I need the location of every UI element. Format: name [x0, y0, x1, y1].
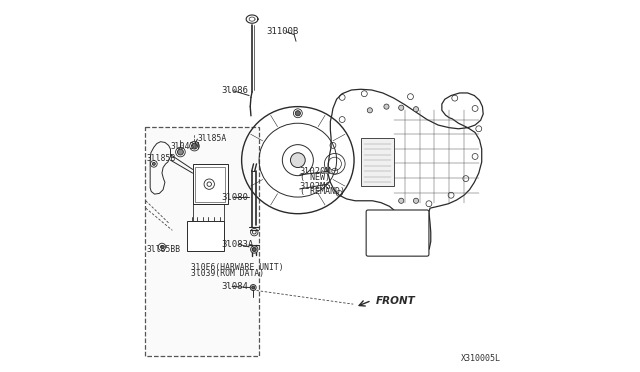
Circle shape — [413, 107, 419, 112]
Circle shape — [291, 153, 305, 167]
Circle shape — [161, 246, 163, 248]
Circle shape — [399, 105, 404, 110]
Text: 3l080: 3l080 — [221, 193, 248, 202]
Circle shape — [367, 108, 372, 113]
Text: 3ll85A: 3ll85A — [197, 134, 227, 142]
Text: 3ll85BB: 3ll85BB — [147, 245, 180, 254]
Circle shape — [191, 143, 197, 149]
Text: ( NEW): ( NEW) — [300, 173, 330, 182]
Text: X310005L: X310005L — [461, 354, 501, 363]
Text: FRONT: FRONT — [376, 296, 415, 306]
Circle shape — [399, 198, 404, 203]
Text: 3l083A: 3l083A — [221, 240, 253, 249]
Text: 3102MG: 3102MG — [300, 182, 331, 190]
Text: 31100B: 31100B — [266, 27, 299, 36]
Text: 3ll85B: 3ll85B — [147, 154, 176, 163]
Circle shape — [295, 111, 300, 116]
Text: 3l043M: 3l043M — [170, 142, 200, 151]
Bar — [145, 127, 259, 356]
FancyBboxPatch shape — [193, 164, 228, 205]
Circle shape — [252, 248, 256, 251]
Circle shape — [384, 104, 389, 109]
FancyBboxPatch shape — [195, 167, 225, 202]
Circle shape — [152, 162, 156, 165]
Text: 3l084: 3l084 — [221, 282, 248, 291]
FancyBboxPatch shape — [187, 221, 224, 251]
Text: ( REMAND): ( REMAND) — [300, 187, 345, 196]
Circle shape — [252, 286, 255, 289]
Circle shape — [413, 198, 419, 203]
FancyBboxPatch shape — [360, 138, 394, 186]
Text: 3l086: 3l086 — [221, 86, 248, 95]
Text: 3l039(ROM DATA): 3l039(ROM DATA) — [191, 269, 264, 278]
Circle shape — [251, 246, 258, 253]
Text: 3l020M: 3l020M — [300, 167, 331, 176]
Text: 3l0F6(HARWARE UNIT): 3l0F6(HARWARE UNIT) — [191, 263, 284, 272]
Circle shape — [177, 149, 184, 155]
FancyBboxPatch shape — [366, 210, 429, 256]
